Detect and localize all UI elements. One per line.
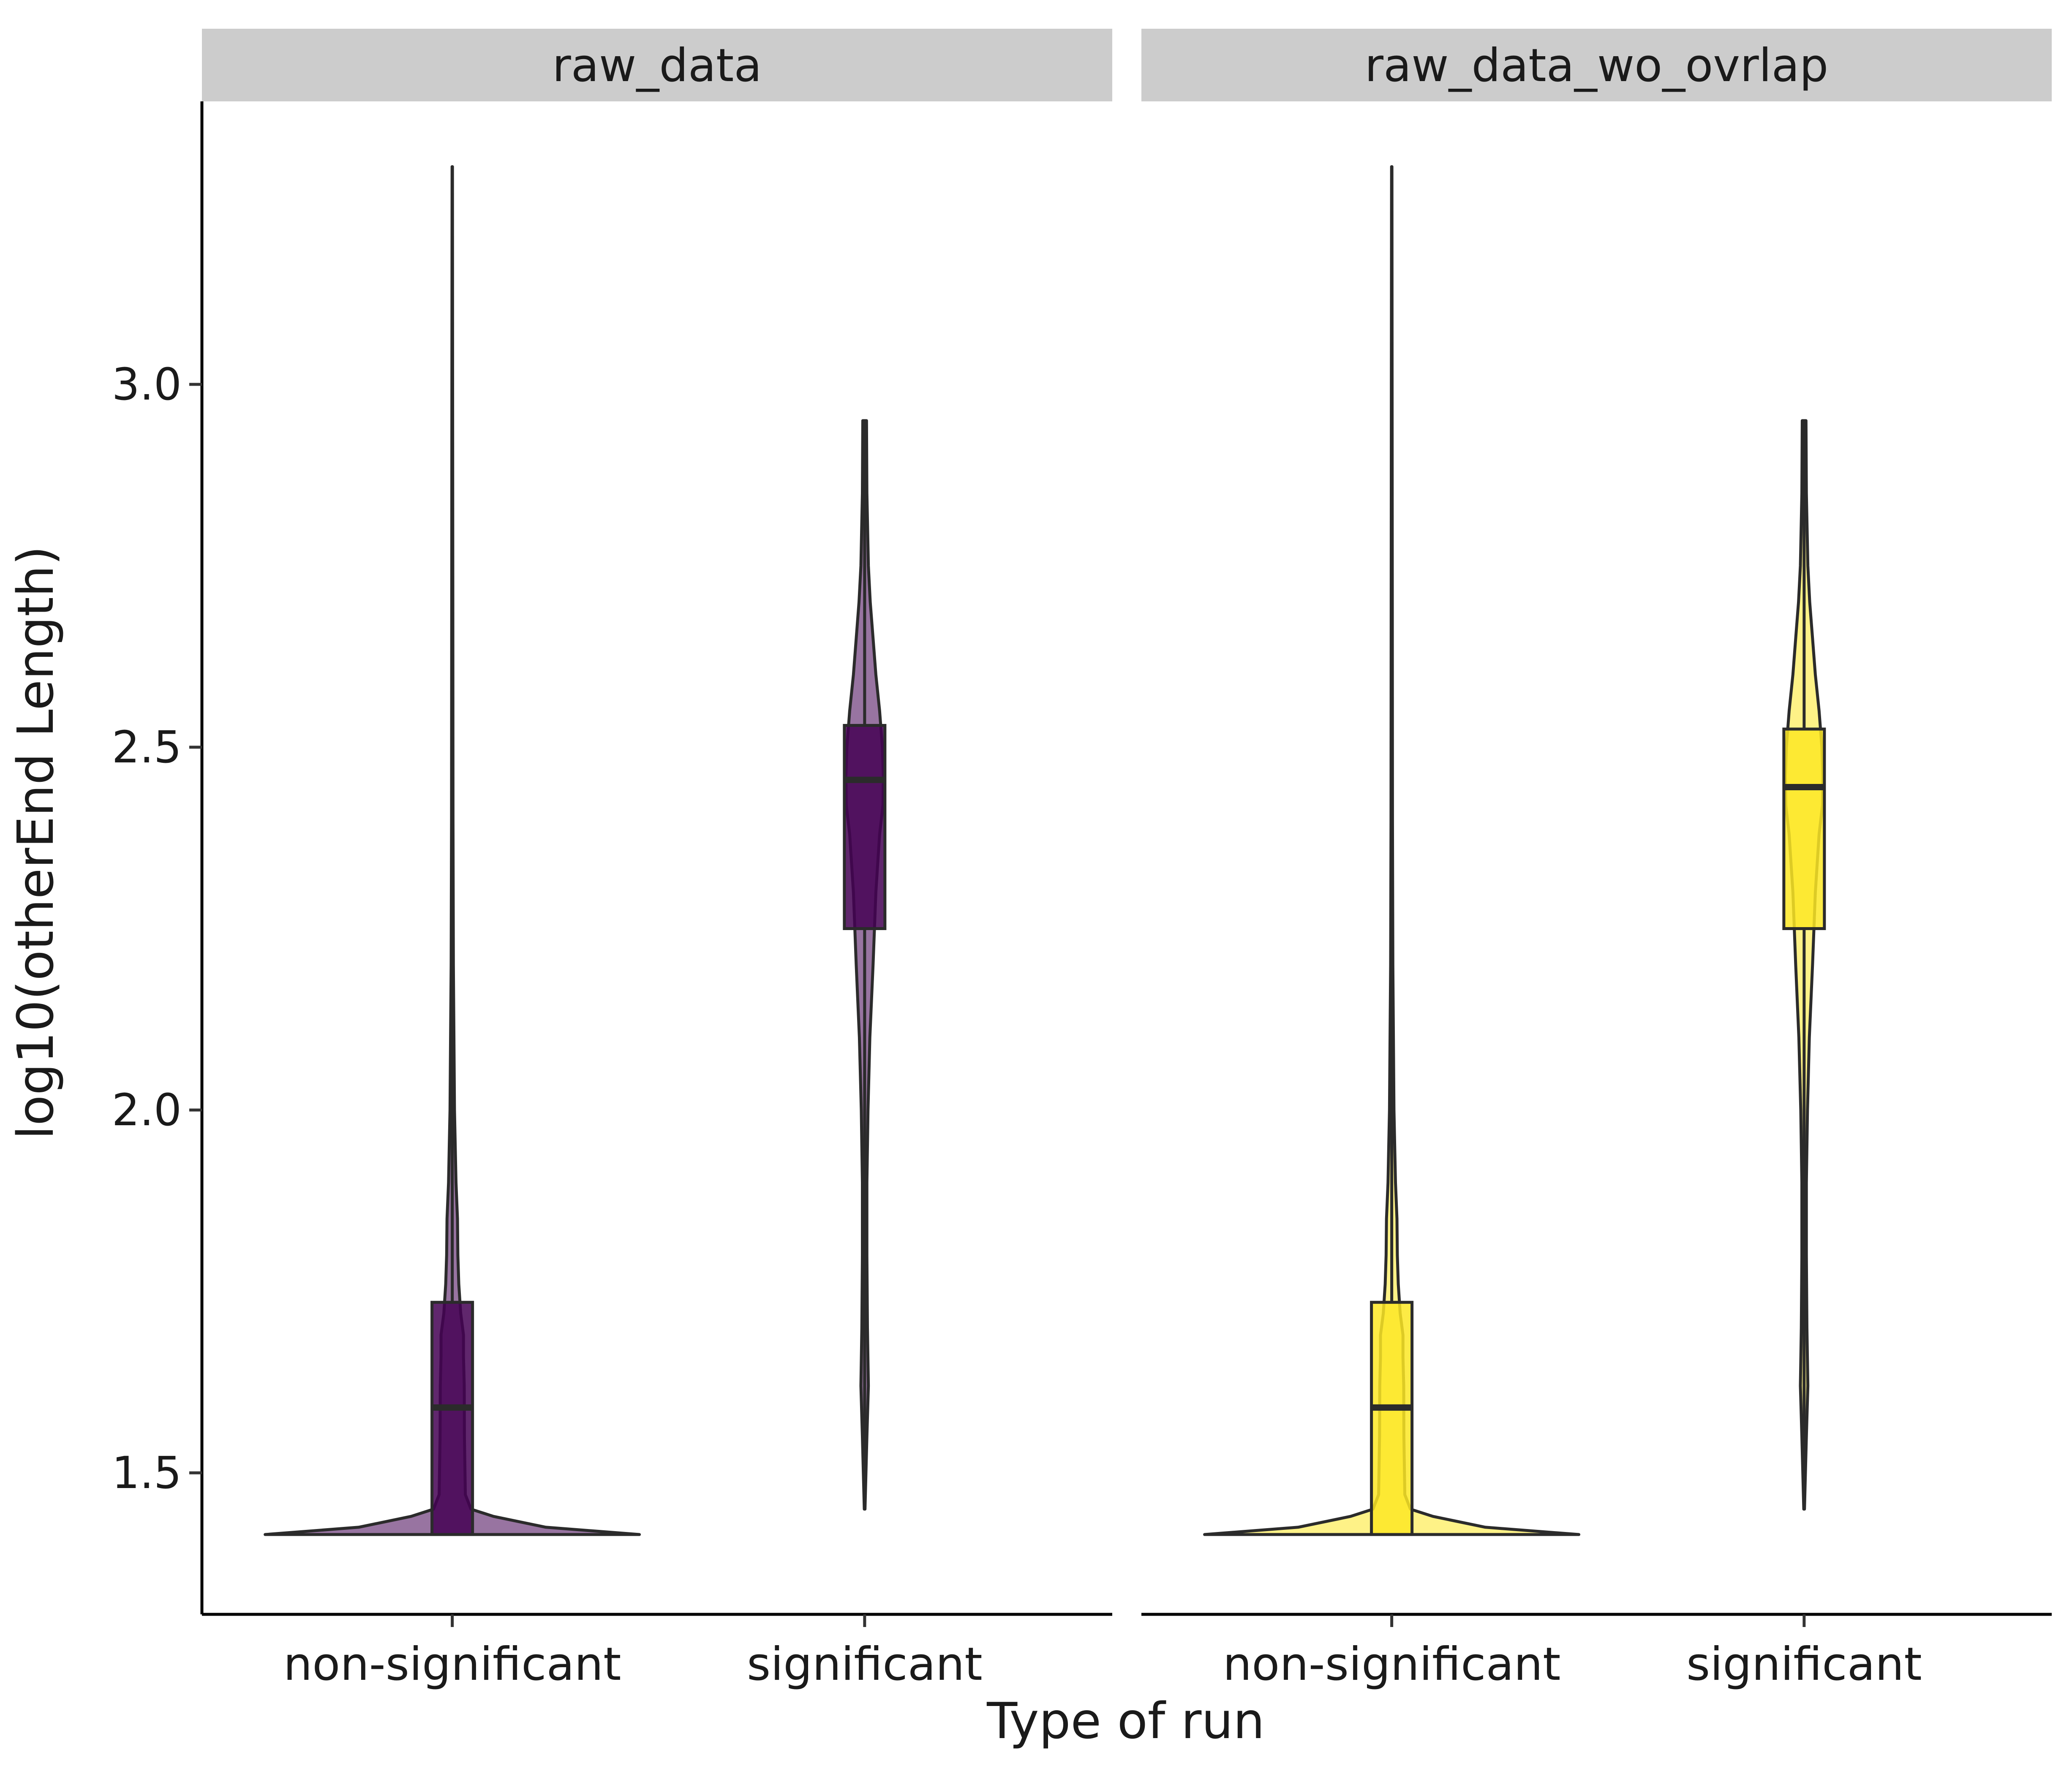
panels-layer: raw_data 1.5 2.0 2.5 3.0 non-significant signi…: [112, 29, 2052, 1691]
panel-strip: [202, 29, 1112, 101]
box-significant: [843, 724, 887, 931]
panel-2: raw_data_wo_ovrlap non-significant signifi…: [1141, 29, 2052, 1691]
x-tick-label: significant: [747, 1638, 983, 1691]
box-significant: [1782, 727, 1826, 931]
y-tick-label: 2.5: [112, 721, 182, 773]
box-non-significant: [1370, 1301, 1414, 1536]
y-tick-label: 1.5: [112, 1447, 182, 1499]
panel-strip-label: raw_data: [552, 39, 762, 92]
panel-strip: [1141, 29, 2052, 101]
x-tick-label: significant: [1686, 1638, 1922, 1691]
x-axis-title: Type of run: [986, 1692, 1265, 1750]
y-axis-title: log10(otherEnd Length): [6, 546, 65, 1139]
x-tick-label: non-significant: [283, 1638, 621, 1691]
y-tick-label: 3.0: [112, 359, 182, 410]
panel-1: raw_data 1.5 2.0 2.5 3.0 non-significant signi…: [112, 29, 1112, 1691]
x-tick-label: non-significant: [1223, 1638, 1561, 1691]
box-non-significant: [430, 1301, 474, 1536]
panel-strip-label: raw_data_wo_ovrlap: [1365, 39, 1829, 92]
y-tick-label: 2.0: [112, 1084, 182, 1136]
